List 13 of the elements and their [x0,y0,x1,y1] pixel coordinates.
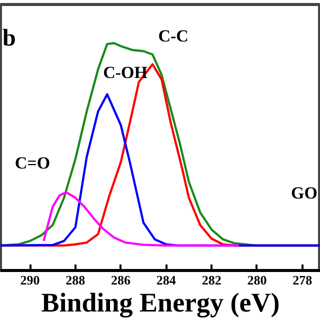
annotation: C=O [14,154,50,173]
x-tick-label: 280 [247,272,267,288]
annotation: b [2,26,16,52]
x-tick-label: 278 [292,272,313,288]
x-tick-label: 288 [66,272,86,288]
x-axis-title: Binding Energy (eV) [41,288,280,318]
annotation: C-OH [103,62,148,82]
x-tick-label: 286 [111,272,132,288]
x-tick-label: 290 [20,272,40,288]
annotation: GO [291,183,318,202]
x-tick-label: 284 [156,272,176,288]
x-tick-label: 282 [202,272,222,288]
annotation: C-C [158,26,188,46]
